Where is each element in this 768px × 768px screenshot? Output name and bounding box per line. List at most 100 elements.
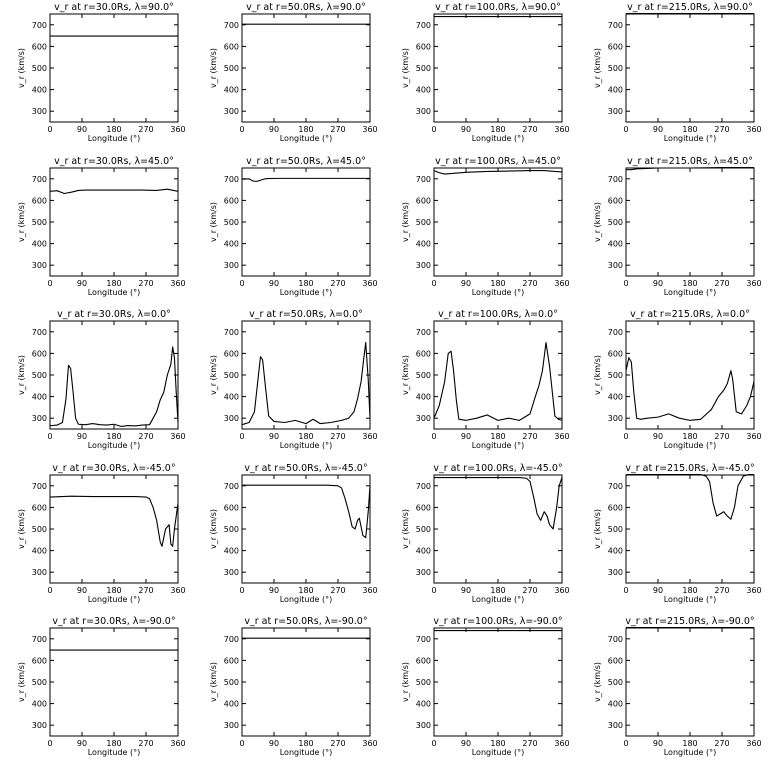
x-tick-label: 270: [138, 279, 153, 288]
x-tick-label: 180: [682, 432, 697, 441]
chart-title: v_r at r=50.0Rs, λ=-45.0°: [244, 463, 367, 474]
x-axis-label: Longitude (°): [472, 595, 524, 604]
x-tick-label: 0: [47, 279, 52, 288]
x-tick-label: 360: [362, 586, 377, 595]
y-tick-label: 400: [224, 239, 239, 248]
plot-frame: [625, 167, 755, 277]
chart-panel: v_r at r=30.0Rs, λ=-45.0° 0 90 180 270 360 300…: [0, 461, 192, 615]
y-tick-label: 400: [224, 86, 239, 95]
y-tick-label: 400: [32, 86, 47, 95]
x-tick-label: 360: [362, 739, 377, 748]
x-tick-label: 180: [106, 279, 121, 288]
plot-frame: [433, 167, 563, 277]
x-tick-label: 360: [746, 432, 761, 441]
x-tick-label: 360: [746, 739, 761, 748]
x-tick-label: 0: [239, 279, 244, 288]
y-tick-label: 500: [416, 218, 431, 227]
y-tick-label: 500: [608, 678, 623, 687]
y-tick-label: 500: [32, 525, 47, 534]
plot-frame: [625, 320, 755, 430]
x-tick-label: 0: [47, 432, 52, 441]
x-tick-label: 270: [138, 586, 153, 595]
y-axis-label: v_r (km/s): [209, 48, 218, 88]
x-tick-label: 90: [269, 279, 279, 288]
chart-svg: v_r at r=215.0Rs, λ=45.0° 0 90 180 270 360 300…: [593, 156, 762, 297]
x-axis-label: Longitude (°): [664, 748, 716, 757]
y-tick-label: 500: [224, 678, 239, 687]
x-tick-label: 270: [522, 125, 537, 134]
chart-title: v_r at r=215.0Rs, λ=45.0°: [627, 156, 753, 167]
chart-title: v_r at r=50.0Rs, λ=-90.0°: [244, 616, 367, 627]
y-tick-label: 700: [416, 635, 431, 644]
x-tick-label: 0: [47, 739, 52, 748]
chart-svg: v_r at r=30.0Rs, λ=45.0° 0 90 180 270 360 300 4…: [17, 156, 186, 297]
y-tick-label: 500: [416, 678, 431, 687]
x-axis-label: Longitude (°): [88, 134, 140, 143]
x-tick-label: 270: [138, 125, 153, 134]
y-tick-label: 400: [224, 546, 239, 555]
y-axis-label: v_r (km/s): [209, 509, 218, 549]
y-tick-label: 600: [608, 350, 623, 359]
chart-title: v_r at r=100.0Rs, λ=-90.0°: [433, 616, 562, 627]
y-tick-label: 700: [32, 482, 47, 491]
x-tick-label: 360: [554, 586, 569, 595]
x-tick-label: 180: [298, 586, 313, 595]
y-tick-label: 400: [416, 546, 431, 555]
x-tick-label: 270: [330, 586, 345, 595]
x-tick-label: 90: [461, 432, 471, 441]
y-tick-label: 500: [608, 64, 623, 73]
x-axis-label: Longitude (°): [472, 134, 524, 143]
y-tick-label: 400: [224, 393, 239, 402]
y-tick-label: 600: [608, 42, 623, 51]
plot-frame: [433, 13, 563, 123]
series-line: [49, 346, 179, 428]
chart-title: v_r at r=50.0Rs, λ=90.0°: [246, 2, 366, 13]
y-tick-label: 500: [224, 218, 239, 227]
x-tick-label: 90: [269, 586, 279, 595]
x-tick-label: 90: [653, 279, 663, 288]
x-tick-label: 90: [77, 279, 87, 288]
x-tick-label: 90: [269, 125, 279, 134]
chart-panel: v_r at r=100.0Rs, λ=0.0° 0 90 180 270 360 300 4…: [384, 307, 576, 461]
x-axis-label: Longitude (°): [280, 288, 332, 297]
series-line: [625, 357, 755, 422]
chart-title: v_r at r=30.0Rs, λ=45.0°: [54, 156, 174, 167]
y-tick-label: 500: [224, 64, 239, 73]
series-line: [626, 473, 754, 520]
y-tick-label: 700: [32, 21, 47, 30]
chart-svg: v_r at r=30.0Rs, λ=-90.0° 0 90 180 270 360 300…: [17, 616, 186, 757]
x-tick-label: 180: [106, 432, 121, 441]
x-tick-label: 0: [623, 279, 628, 288]
chart-svg: v_r at r=30.0Rs, λ=-45.0° 0 90 180 270 360 300…: [17, 463, 186, 604]
chart-title: v_r at r=30.0Rs, λ=0.0°: [57, 309, 171, 320]
y-axis-label: v_r (km/s): [401, 509, 410, 549]
x-axis-label: Longitude (°): [88, 595, 140, 604]
x-tick-label: 360: [362, 432, 377, 441]
plot-frame: [49, 627, 179, 737]
plot-frame: [433, 320, 563, 430]
x-tick-label: 90: [77, 739, 87, 748]
chart-svg: v_r at r=100.0Rs, λ=90.0° 0 90 180 270 360 300…: [401, 2, 570, 143]
y-axis-label: v_r (km/s): [401, 355, 410, 395]
chart-panel: v_r at r=30.0Rs, λ=-90.0° 0 90 180 270 360 300…: [0, 614, 192, 768]
x-tick-label: 0: [47, 125, 52, 134]
y-tick-label: 300: [32, 568, 47, 577]
chart-panel: v_r at r=50.0Rs, λ=45.0° 0 90 180 270 360 300 4…: [192, 154, 384, 308]
plot-frame: [49, 167, 179, 277]
x-axis-label: Longitude (°): [280, 134, 332, 143]
y-tick-label: 600: [224, 42, 239, 51]
chart-panel: v_r at r=50.0Rs, λ=-90.0° 0 90 180 270 360 300…: [192, 614, 384, 768]
y-tick-label: 700: [608, 328, 623, 337]
y-axis-label: v_r (km/s): [209, 202, 218, 242]
y-tick-label: 400: [416, 86, 431, 95]
x-tick-label: 0: [431, 586, 436, 595]
x-tick-label: 0: [239, 125, 244, 134]
x-tick-label: 270: [330, 432, 345, 441]
y-tick-label: 700: [224, 328, 239, 337]
x-axis-label: Longitude (°): [280, 595, 332, 604]
y-tick-label: 400: [608, 700, 623, 709]
chart-svg: v_r at r=50.0Rs, λ=-45.0° 0 90 180 270 360 300…: [209, 463, 378, 604]
x-axis-label: Longitude (°): [472, 441, 524, 450]
chart-svg: v_r at r=30.0Rs, λ=90.0° 0 90 180 270 360 300 4…: [17, 2, 186, 143]
